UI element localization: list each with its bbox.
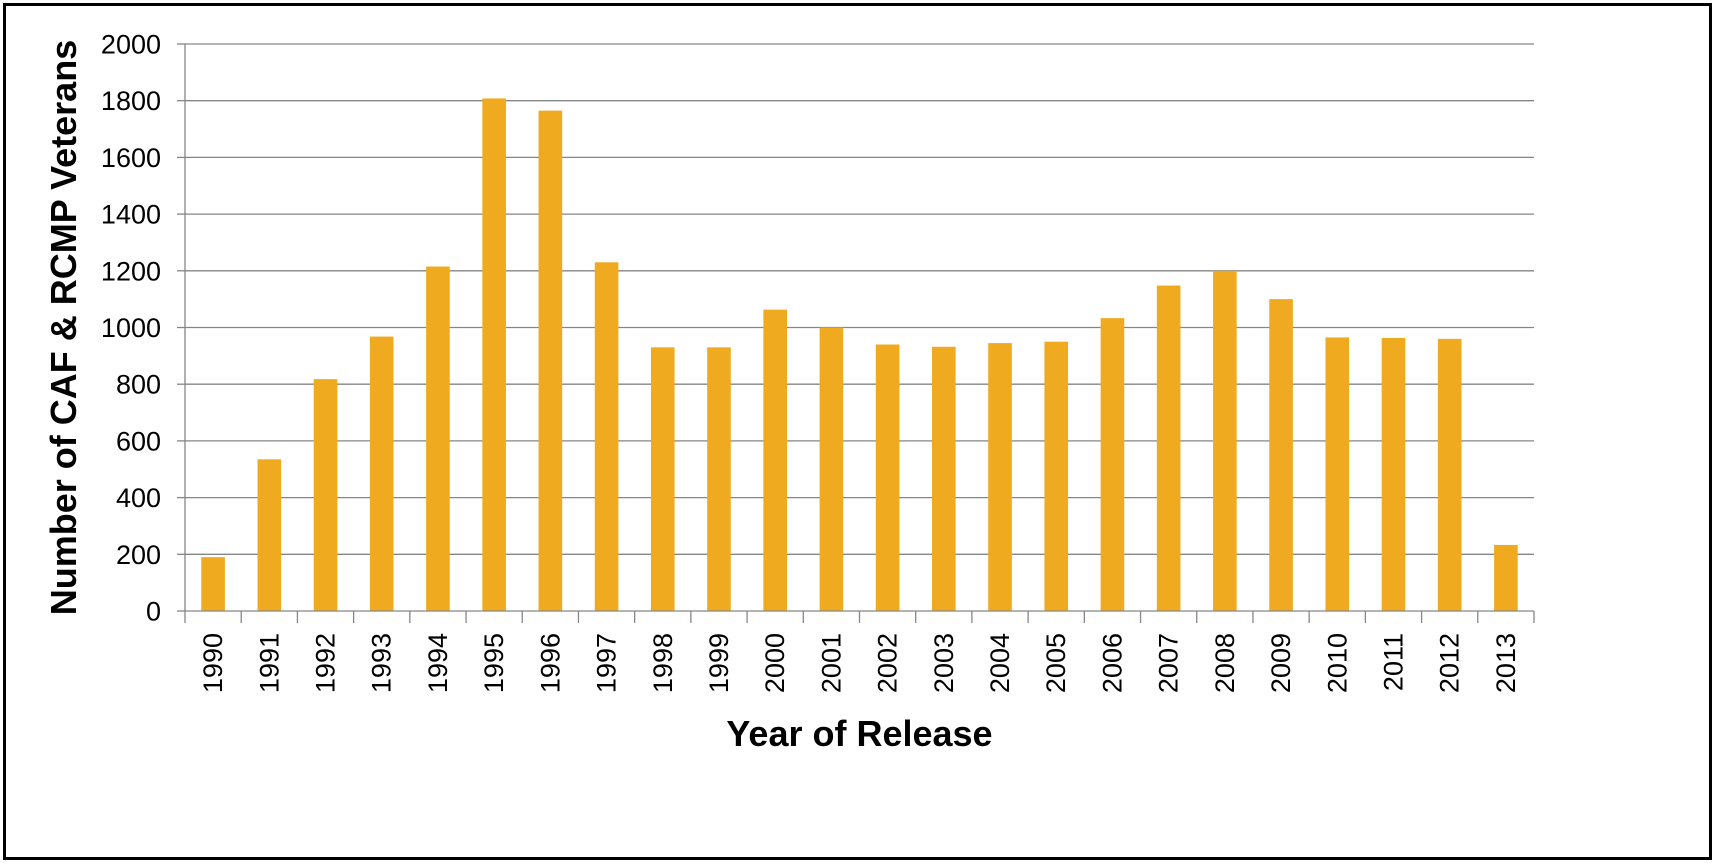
bars (201, 98, 1518, 611)
y-tick-label: 1000 (101, 313, 161, 343)
x-tick-label: 1997 (592, 633, 622, 693)
x-tick-label: 2005 (1041, 633, 1071, 693)
x-tick-label: 2011 (1378, 633, 1408, 691)
bar-1998 (650, 347, 675, 611)
x-tick-label: 2000 (760, 633, 790, 693)
y-tick-label: 1600 (101, 143, 161, 173)
x-tick-label: 2012 (1435, 633, 1465, 693)
x-tick-label: 2013 (1491, 633, 1521, 693)
bar-1994 (426, 266, 450, 611)
x-tick-label: 2003 (929, 633, 959, 693)
axes (177, 43, 1535, 623)
y-tick-label: 0 (146, 597, 161, 627)
bar-1997 (594, 262, 619, 611)
y-tick-label: 1400 (101, 200, 161, 230)
x-tick-label: 2002 (873, 633, 903, 693)
bar-2013 (1494, 544, 1518, 611)
y-tick-label: 1800 (101, 86, 161, 116)
bar-1991 (257, 459, 282, 611)
bar-2003 (932, 346, 956, 611)
bar-1999 (707, 347, 731, 611)
y-axis-title: Number of CAF & RCMP Veterans (43, 40, 84, 615)
x-tick-label: 1996 (535, 633, 565, 693)
x-tick-label: 1998 (648, 633, 678, 693)
x-tick-label: 1990 (198, 633, 228, 693)
x-tick-label: 2008 (1210, 633, 1240, 693)
bar-2010 (1325, 337, 1350, 611)
x-tick-label: 1992 (311, 633, 341, 693)
y-tick-label: 600 (116, 426, 161, 456)
bar-2001 (819, 327, 844, 611)
bar-2006 (1100, 318, 1125, 611)
y-tick-label: 400 (116, 483, 161, 513)
bar-1993 (369, 336, 394, 611)
bar-chart: 0 200 400 600 800 1000 1200 1400 1600 1800 2000 19… (43, 30, 1535, 754)
bar-1990 (201, 557, 225, 611)
x-axis-title: Year of Release (726, 713, 992, 754)
bar-1996 (538, 110, 563, 611)
y-tick-label: 1200 (101, 256, 161, 286)
bar-2004 (988, 343, 1012, 611)
bar-1992 (313, 379, 338, 611)
bar-2007 (1156, 285, 1181, 611)
x-tick-label: 2007 (1154, 633, 1184, 693)
bar-2005 (1044, 341, 1069, 611)
x-tick-label: 2001 (816, 633, 846, 693)
bar-1995 (482, 98, 506, 611)
bar-2012 (1437, 338, 1462, 611)
gridlines (185, 43, 1534, 555)
x-tick-labels: 1990 1991 1992 1993 1994 1995 1996 1997 1998 1999… (198, 633, 1521, 693)
x-tick-label: 2004 (985, 633, 1015, 693)
x-tick-label: 2009 (1266, 633, 1296, 693)
x-tick-label: 1994 (423, 633, 453, 693)
bar-2011 (1381, 337, 1406, 611)
chart-frame: 0 200 400 600 800 1000 1200 1400 1600 1800 2000 19… (3, 3, 1712, 860)
x-tick-label: 1999 (704, 633, 734, 693)
y-tick-labels: 0 200 400 600 800 1000 1200 1400 1600 1800 2000 (101, 30, 161, 627)
x-tick-label: 1991 (254, 633, 284, 693)
x-tick-label: 2006 (1097, 633, 1127, 693)
x-tick-label: 1995 (479, 633, 509, 693)
bar-2002 (875, 344, 900, 611)
bar-2008 (1213, 270, 1237, 611)
x-tick-label: 2010 (1322, 633, 1352, 693)
bar-2000 (763, 309, 787, 611)
bar-2009 (1269, 299, 1293, 611)
y-tick-label: 200 (116, 540, 161, 570)
y-tick-label: 800 (116, 370, 161, 400)
y-tick-label: 2000 (101, 30, 161, 60)
x-tick-label: 1993 (367, 633, 397, 693)
